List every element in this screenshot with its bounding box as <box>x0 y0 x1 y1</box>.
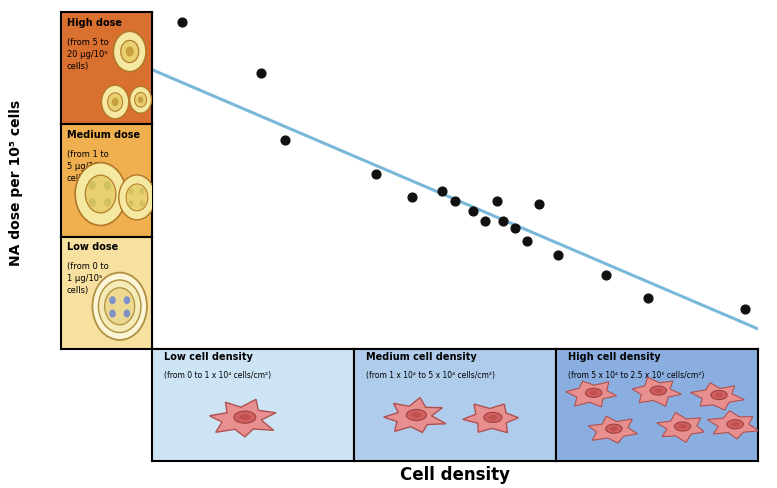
Circle shape <box>124 309 131 318</box>
Circle shape <box>674 422 691 431</box>
Text: High dose: High dose <box>67 18 122 28</box>
Circle shape <box>89 198 96 207</box>
Circle shape <box>128 200 134 206</box>
Text: (from 1 x 10⁴ to 5 x 10⁴ cells/cm²): (from 1 x 10⁴ to 5 x 10⁴ cells/cm²) <box>366 371 495 380</box>
Circle shape <box>110 296 116 304</box>
Text: (from 5 to
20 μg/10⁵
cells): (from 5 to 20 μg/10⁵ cells) <box>67 38 109 71</box>
Circle shape <box>138 97 143 103</box>
Text: (from 5 x 10⁴ to 2.5 x 10⁵ cells/cm²): (from 5 x 10⁴ to 2.5 x 10⁵ cells/cm²) <box>568 371 704 380</box>
Text: Medium dose: Medium dose <box>67 130 140 140</box>
Text: Low cell density: Low cell density <box>164 352 253 362</box>
Circle shape <box>92 273 147 340</box>
Polygon shape <box>588 416 637 443</box>
Point <box>406 193 418 201</box>
Point <box>600 271 612 279</box>
Circle shape <box>606 424 622 433</box>
Circle shape <box>412 412 421 418</box>
Circle shape <box>678 424 687 428</box>
Circle shape <box>731 422 739 427</box>
Circle shape <box>139 200 145 206</box>
Circle shape <box>119 175 155 220</box>
Circle shape <box>89 181 96 190</box>
Text: Low dose: Low dose <box>67 243 118 252</box>
Circle shape <box>105 288 134 325</box>
Circle shape <box>234 411 256 423</box>
Circle shape <box>139 188 145 195</box>
Point <box>448 197 461 204</box>
Circle shape <box>113 31 146 72</box>
Circle shape <box>104 198 111 207</box>
Circle shape <box>110 309 116 318</box>
Text: High cell density: High cell density <box>568 352 660 362</box>
Polygon shape <box>632 377 681 406</box>
Polygon shape <box>566 381 617 407</box>
Circle shape <box>239 414 250 420</box>
Polygon shape <box>463 404 518 433</box>
Circle shape <box>128 188 134 195</box>
Circle shape <box>484 412 502 423</box>
Circle shape <box>130 86 152 113</box>
Point <box>279 136 291 144</box>
Circle shape <box>124 296 131 304</box>
Point <box>254 69 267 77</box>
Point <box>479 217 491 225</box>
Point <box>436 187 448 195</box>
Point <box>739 305 751 312</box>
Circle shape <box>102 85 129 119</box>
Circle shape <box>99 280 141 332</box>
Circle shape <box>104 181 111 190</box>
Circle shape <box>586 388 602 397</box>
Polygon shape <box>384 398 446 432</box>
Point <box>533 200 545 208</box>
Point <box>509 224 521 232</box>
Polygon shape <box>657 412 704 443</box>
Circle shape <box>126 46 134 57</box>
Point <box>521 237 534 245</box>
Polygon shape <box>691 383 744 410</box>
Circle shape <box>406 409 427 421</box>
Point <box>466 207 479 215</box>
Circle shape <box>711 390 727 400</box>
Circle shape <box>108 93 123 111</box>
Point <box>552 251 564 259</box>
Text: NA dose per 10⁵ cells: NA dose per 10⁵ cells <box>9 100 23 266</box>
Text: (from 1 to
5 μg/10⁵
cells): (from 1 to 5 μg/10⁵ cells) <box>67 150 109 183</box>
Polygon shape <box>210 399 276 437</box>
Circle shape <box>85 175 116 213</box>
Circle shape <box>120 41 139 62</box>
Polygon shape <box>707 411 759 439</box>
Circle shape <box>715 393 723 397</box>
Text: Medium cell density: Medium cell density <box>366 352 476 362</box>
Circle shape <box>654 388 662 393</box>
Circle shape <box>112 98 119 106</box>
Circle shape <box>75 163 126 225</box>
Point <box>176 19 188 26</box>
Text: (from 0 to
1 μg/10⁵
cells): (from 0 to 1 μg/10⁵ cells) <box>67 263 109 295</box>
Circle shape <box>727 420 744 429</box>
Text: (from 0 to 1 x 10⁴ cells/cm²): (from 0 to 1 x 10⁴ cells/cm²) <box>164 371 270 380</box>
Point <box>370 170 382 178</box>
Circle shape <box>126 184 148 211</box>
Circle shape <box>650 386 667 395</box>
Circle shape <box>134 92 147 107</box>
Point <box>643 295 655 303</box>
Point <box>497 217 509 225</box>
Circle shape <box>590 390 598 395</box>
Text: Cell density: Cell density <box>399 466 510 484</box>
Point <box>491 197 503 204</box>
Circle shape <box>610 427 618 431</box>
Circle shape <box>489 415 497 420</box>
